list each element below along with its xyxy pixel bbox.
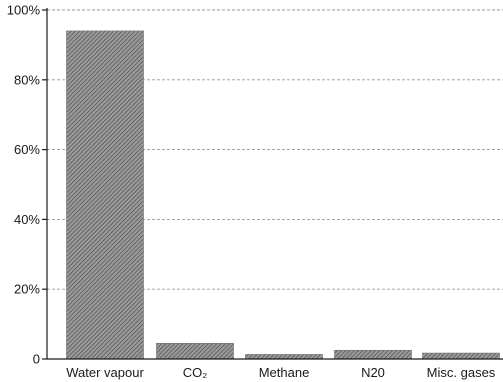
bar-co- [156, 342, 234, 360]
y-tick-label: 20% [14, 282, 40, 297]
bar-n20 [334, 349, 412, 360]
axes [42, 8, 503, 360]
bar-methane [245, 354, 323, 360]
y-tick-label: 0 [33, 352, 40, 367]
y-tick-label: 100% [7, 3, 41, 18]
x-category-label: Water vapour [66, 365, 144, 380]
x-category-label: Misc. gases [427, 365, 496, 380]
y-tick-label: 40% [14, 212, 40, 227]
bars [66, 30, 500, 360]
x-category-label: N20 [361, 365, 385, 380]
x-category-label: Methane [259, 365, 310, 380]
bar-water-vapour [66, 30, 144, 360]
bar-misc-gases [422, 352, 500, 360]
y-tick-label: 80% [14, 72, 40, 87]
y-tick-label: 60% [14, 142, 40, 157]
x-category-label: CO₂ [183, 365, 208, 380]
labels: 0 20% 40% 60% 80% 100% Water vapour CO₂ Methane N… [7, 3, 496, 381]
